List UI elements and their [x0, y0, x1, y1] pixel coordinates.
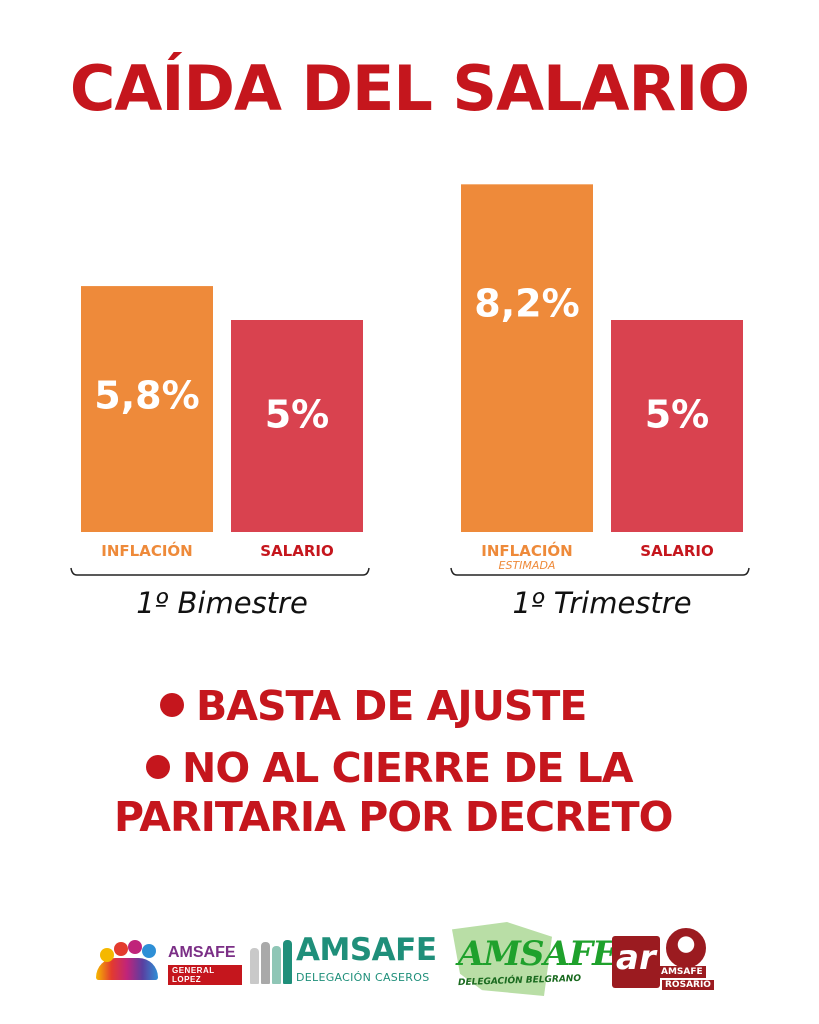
logo-name: AMSAFE — [458, 934, 618, 974]
portrait-icon — [666, 928, 706, 968]
group-label: 1º Bimestre — [136, 586, 308, 620]
bar-salario — [611, 320, 743, 532]
category-label: SALARIO — [260, 542, 333, 560]
logo-amsafe-rosario: ar AMSAFE ROSARIO — [612, 928, 718, 994]
bar-value-label: 5% — [645, 392, 710, 436]
logo-name: AMSAFE — [168, 944, 236, 961]
logo-subtitle: DELEGACIÓN CASEROS — [296, 971, 430, 984]
logo-strip: AMSAFE GENERAL LOPEZ AMSAFE DELEGACIÓN C… — [0, 920, 819, 1010]
slogan-basta-de-ajuste: BASTA DE AJUSTE — [160, 686, 587, 727]
bar-value-label: 8,2% — [474, 281, 579, 325]
logo-amsafe-general-lopez: AMSAFE GENERAL LOPEZ — [94, 938, 242, 985]
bullet-dot — [160, 693, 184, 717]
bar-inflacion — [461, 184, 593, 532]
bar-chart: 5,8% INFLACIÓN 5% SALARIO 1º Bimestre 8,2% INF… — [70, 184, 750, 620]
slogan-paritaria: PARITARIA POR DECRETO — [114, 793, 673, 841]
logo-amsafe-belgrano: AMSAFE DELEGACIÓN BELGRANO — [448, 920, 618, 1000]
group-bracket — [70, 567, 370, 576]
fan-icon — [96, 958, 158, 980]
slogan-text: NO AL CIERRE DE LA — [182, 744, 634, 792]
logo-subtitle: ROSARIO — [662, 980, 714, 990]
category-label: SALARIO — [640, 542, 713, 560]
bar-salario — [231, 320, 363, 532]
bar-inflacion — [81, 286, 213, 532]
slogan-text: BASTA DE AJUSTE — [196, 682, 587, 730]
logo-name: AMSAFE — [296, 932, 437, 968]
category-sublabel: ESTIMADA — [499, 559, 556, 572]
logo-amsafe-caseros: AMSAFE DELEGACIÓN CASEROS — [248, 932, 438, 988]
bullet-dot — [146, 755, 170, 779]
category-label: INFLACIÓN — [101, 541, 192, 560]
logo-mark: ar — [616, 938, 656, 978]
group-bracket — [450, 567, 750, 576]
bar-value-label: 5% — [265, 392, 330, 436]
group-label: 1º Trimestre — [512, 586, 691, 620]
logo-subtitle: GENERAL LOPEZ — [168, 965, 242, 985]
logo-name: AMSAFE — [658, 966, 706, 978]
category-label: INFLACIÓN — [481, 541, 572, 560]
page-title: CAÍDA DEL SALARIO — [69, 52, 750, 125]
slogan-no-al-cierre: NO AL CIERRE DE LA — [146, 748, 634, 789]
logo-box — [612, 936, 660, 988]
bar-value-label: 5,8% — [94, 373, 199, 417]
